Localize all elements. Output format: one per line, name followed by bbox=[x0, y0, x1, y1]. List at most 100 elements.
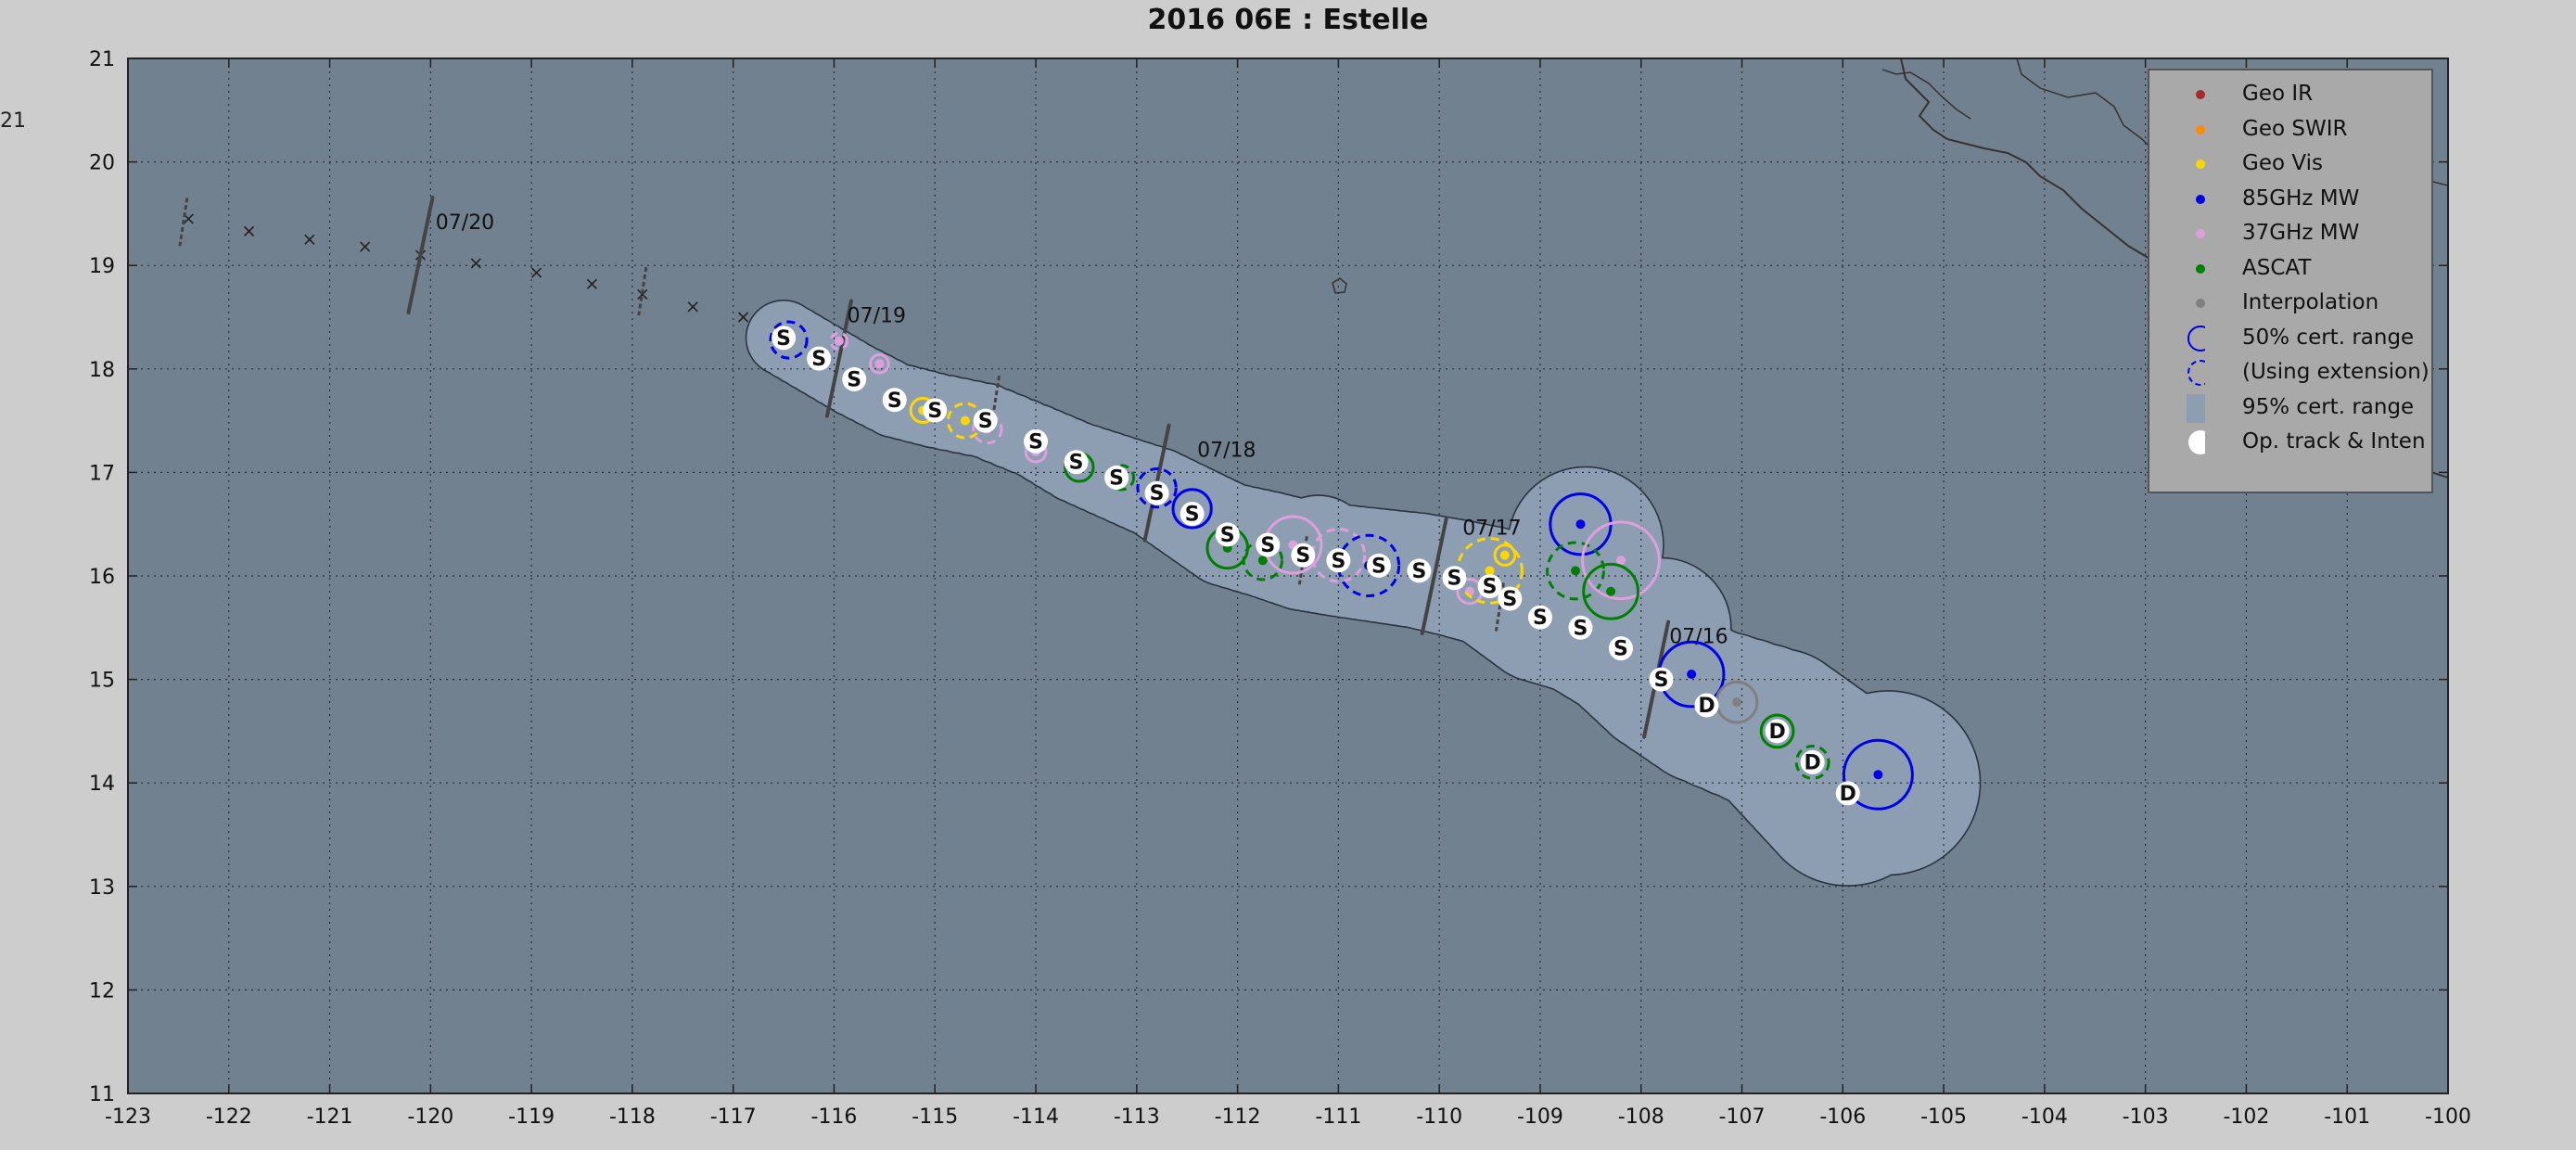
date-tick bbox=[178, 198, 189, 247]
map-title: 2016 06E : Estelle bbox=[1147, 4, 1429, 36]
x-tick-label: -117 bbox=[710, 1105, 757, 1129]
date-bar bbox=[1420, 517, 1448, 635]
x-tick-label: -111 bbox=[1315, 1105, 1361, 1129]
x-tick-label: -103 bbox=[2123, 1105, 2169, 1129]
op-track-point: S bbox=[1442, 566, 1467, 591]
date-bar bbox=[824, 299, 853, 418]
x-tick-label: -115 bbox=[912, 1105, 958, 1129]
legend-label: (Using extension) bbox=[2242, 360, 2429, 384]
op-track-point: D bbox=[1694, 693, 1719, 718]
longitude-ticks: -123 -122 -121 -120 -119 -118 -117 -116 -115 -114… bbox=[105, 58, 2471, 1129]
y-tick-label: 15 bbox=[89, 670, 115, 693]
svg-text:S: S bbox=[847, 368, 861, 391]
y-tick-label: 17 bbox=[89, 462, 115, 485]
x-tick-label: -109 bbox=[1517, 1105, 1563, 1129]
svg-text:S: S bbox=[1150, 482, 1165, 505]
legend-item: 85GHz MW bbox=[2149, 183, 2431, 217]
x-tick-label: -105 bbox=[1920, 1105, 1967, 1129]
fix-mw37 bbox=[829, 331, 849, 351]
legend-symbol bbox=[2196, 194, 2205, 204]
legend-symbol bbox=[2196, 299, 2205, 308]
op-track-point: S bbox=[1326, 548, 1351, 573]
uncertainty-bubble bbox=[1264, 495, 1372, 605]
x-tick-label: -112 bbox=[1215, 1105, 1261, 1129]
forecast-point bbox=[531, 267, 542, 278]
legend: Geo IR Geo SWIR Geo Vis 85GHz MW 37GHz MW ASC… bbox=[2148, 69, 2433, 493]
svg-text:S: S bbox=[1654, 669, 1669, 692]
uncertainty-bubble bbox=[1591, 558, 1731, 697]
x-tick-label: -113 bbox=[1114, 1105, 1160, 1129]
legend-label: Interpolation bbox=[2242, 290, 2379, 314]
legend-symbol bbox=[2196, 263, 2205, 274]
fix-mw37 bbox=[1581, 520, 1661, 601]
svg-text:S: S bbox=[1533, 607, 1548, 630]
legend-item: 50% cert. range bbox=[2149, 322, 2431, 356]
x-tick-label: -121 bbox=[307, 1105, 353, 1129]
x-tick-label: -119 bbox=[508, 1105, 555, 1129]
legend-label: 85GHz MW bbox=[2242, 185, 2360, 211]
legend-item: Interpolation bbox=[2149, 287, 2431, 321]
svg-text:S: S bbox=[1331, 550, 1345, 573]
x-tick-label: -110 bbox=[1416, 1105, 1462, 1129]
svg-text:S: S bbox=[1220, 524, 1235, 547]
forecast-point bbox=[586, 278, 597, 289]
op-track-point: S bbox=[1064, 450, 1089, 475]
svg-text:D: D bbox=[1840, 783, 1856, 806]
legend-label: Op. track & Inten bbox=[2242, 429, 2426, 454]
legend-label: 95% cert. range bbox=[2242, 394, 2415, 419]
svg-text:S: S bbox=[1260, 534, 1275, 557]
x-tick-label: -102 bbox=[2223, 1105, 2269, 1129]
svg-text:S: S bbox=[927, 400, 942, 423]
legend-item: Geo IR bbox=[2149, 78, 2431, 112]
y-tick-label: 12 bbox=[89, 979, 115, 1003]
land-border bbox=[1881, 69, 1971, 120]
op-track-point: S bbox=[1024, 428, 1049, 454]
svg-text:S: S bbox=[1069, 452, 1084, 475]
legend-label: Geo SWIR bbox=[2242, 116, 2348, 141]
date-tick bbox=[637, 266, 648, 316]
date-label: 07/19 bbox=[848, 305, 906, 328]
x-tick-label: -101 bbox=[2324, 1105, 2370, 1129]
fix-ascat bbox=[1546, 541, 1605, 601]
op-track-point: S bbox=[1366, 553, 1391, 578]
fix-mw85 bbox=[1842, 738, 1914, 811]
x-tick-label: -123 bbox=[105, 1105, 151, 1129]
legend-symbol bbox=[2196, 124, 2205, 134]
op-track-point: S bbox=[1649, 667, 1674, 692]
legend-symbol bbox=[2196, 160, 2205, 169]
svg-text:S: S bbox=[1411, 560, 1426, 583]
op-track-point: S bbox=[923, 398, 948, 423]
latitude-ticks: 11 12 13 14 15 16 17 18 19 20 21 bbox=[89, 48, 2448, 1106]
forecast-point bbox=[637, 288, 648, 300]
svg-text:D: D bbox=[1768, 721, 1785, 744]
svg-text:S: S bbox=[978, 410, 993, 433]
op-track-point: S bbox=[1215, 522, 1240, 547]
op-track-point: S bbox=[1498, 586, 1523, 611]
legend-item: 95% cert. range bbox=[2149, 391, 2431, 426]
x-tick-label: -114 bbox=[1013, 1105, 1059, 1129]
y-tick-label: 14 bbox=[89, 773, 115, 796]
legend-symbol bbox=[2187, 325, 2205, 351]
x-tick-label: -100 bbox=[2425, 1105, 2471, 1129]
svg-text:S: S bbox=[1185, 504, 1200, 527]
op-track-point: S bbox=[807, 346, 832, 371]
legend-item: Geo Vis bbox=[2149, 147, 2431, 182]
date-markers bbox=[178, 196, 1671, 739]
legend-label: 37GHz MW bbox=[2242, 221, 2360, 245]
legend-item: Op. track & Inten bbox=[2149, 426, 2431, 460]
y-tick-label: 18 bbox=[89, 359, 115, 382]
svg-text:S: S bbox=[811, 348, 826, 371]
x-tick-label: -108 bbox=[1618, 1105, 1664, 1129]
op-track-point: S bbox=[973, 408, 998, 433]
legend-symbol bbox=[2196, 229, 2205, 238]
forecast-point bbox=[738, 312, 749, 323]
op-track-point: S bbox=[1180, 502, 1205, 527]
x-tick-label: -122 bbox=[206, 1105, 252, 1129]
op-track-point: S bbox=[772, 326, 797, 351]
x-tick-label: -120 bbox=[407, 1105, 453, 1129]
date-label: 07/18 bbox=[1197, 440, 1256, 463]
svg-text:S: S bbox=[887, 390, 902, 413]
svg-text:S: S bbox=[1574, 617, 1588, 640]
